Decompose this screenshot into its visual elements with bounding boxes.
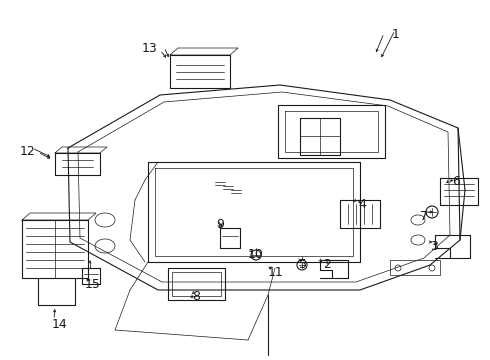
Text: 12: 12 — [20, 145, 36, 158]
Text: 1: 1 — [392, 28, 400, 41]
Text: 5: 5 — [299, 258, 307, 271]
Text: 6: 6 — [452, 175, 460, 188]
Text: 3: 3 — [430, 240, 438, 253]
Bar — [390, 260, 440, 275]
Text: 11: 11 — [268, 266, 284, 279]
Text: 8: 8 — [192, 290, 200, 303]
Text: 15: 15 — [85, 278, 101, 291]
Text: 13: 13 — [142, 42, 158, 55]
Text: 14: 14 — [52, 318, 68, 331]
Bar — [172, 272, 221, 296]
Text: 9: 9 — [216, 218, 224, 231]
Text: 10: 10 — [248, 248, 264, 261]
Text: 7: 7 — [420, 210, 428, 223]
Text: 4: 4 — [358, 198, 366, 211]
Text: 2: 2 — [323, 258, 331, 271]
